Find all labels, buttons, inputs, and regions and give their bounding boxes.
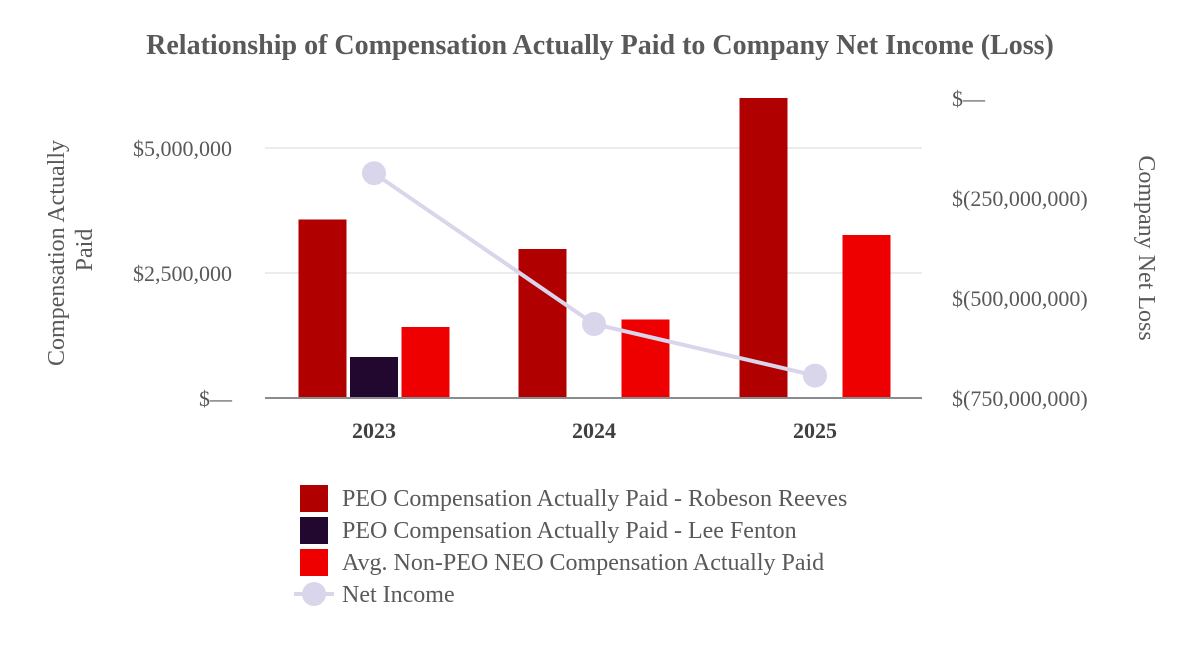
net-income-point-2023 (362, 161, 386, 186)
legend-swatch (300, 517, 328, 544)
net-income-point-2024 (582, 312, 606, 336)
legend: PEO Compensation Actually Paid - Robeson… (294, 485, 847, 608)
legend-swatch (300, 485, 328, 512)
left-tick-label: $2,500,000 (133, 261, 232, 286)
left-axis-title-line-1: Compensation Actually (44, 140, 70, 366)
x-tick-label: 2024 (572, 418, 616, 443)
bar-2024-0 (518, 249, 567, 398)
left-tick-label: $5,000,000 (133, 136, 232, 161)
net-income-line (362, 161, 827, 388)
legend-label: Net Income (342, 582, 455, 608)
x-axis-ticks: 2023 2024 2025 (352, 418, 837, 443)
bar-2023-0 (298, 219, 347, 398)
chart-title: Relationship of Compensation Actually Pa… (146, 30, 1054, 61)
legend-label: PEO Compensation Actually Paid - Robeson… (342, 486, 847, 512)
bar-2025-2 (842, 235, 891, 398)
x-tick-label: 2023 (352, 418, 396, 443)
net-income-point-2025 (803, 363, 827, 388)
right-tick-label: $— (952, 86, 986, 111)
gridlines (265, 147, 922, 274)
left-axis-ticks: $— $2,500,000 $5,000,000 (133, 136, 233, 411)
right-tick-label: $(500,000,000) (952, 286, 1088, 311)
left-axis-title-line-2: Paid (72, 229, 98, 272)
x-tick-label: 2025 (793, 418, 837, 443)
left-tick-label: $— (199, 386, 233, 411)
right-axis-ticks: $— $(250,000,000) $(500,000,000) $(750,000,… (952, 86, 1088, 411)
right-tick-label: $(250,000,000) (952, 186, 1088, 211)
bars (298, 98, 891, 398)
legend-label: PEO Compensation Actually Paid - Lee Fen… (342, 518, 797, 544)
bar-2023-2 (401, 327, 450, 398)
right-axis-title: Company Net Loss (1133, 155, 1159, 340)
legend-label: Avg. Non-PEO NEO Compensation Actually P… (342, 550, 824, 576)
legend-swatch (300, 549, 328, 576)
legend-marker (302, 582, 326, 606)
bar-2025-0 (739, 98, 788, 398)
right-tick-label: $(750,000,000) (952, 386, 1088, 411)
left-axis-title: Compensation Actually Paid (44, 134, 98, 366)
bar-2023-1 (350, 357, 398, 398)
